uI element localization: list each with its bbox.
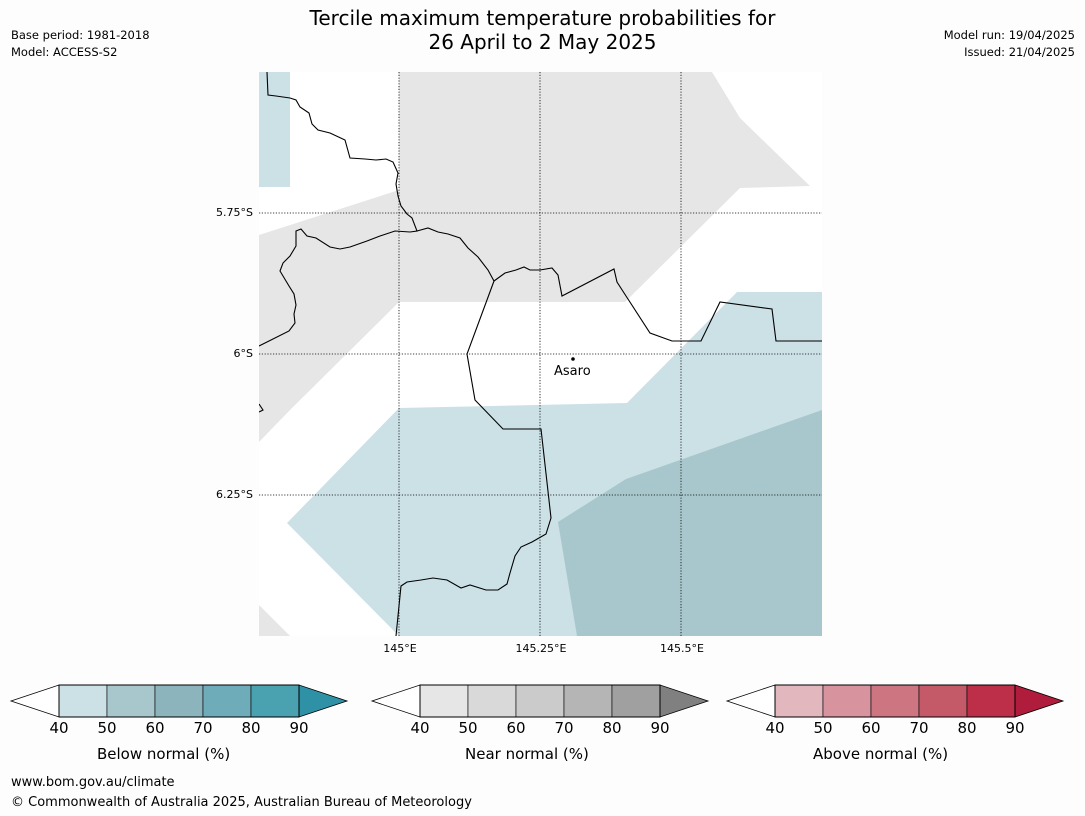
colorbar-tick-label: 70 xyxy=(193,719,213,737)
colorbar-tick-label: 80 xyxy=(241,719,261,737)
colorbar-tick-label: 90 xyxy=(289,719,309,737)
colorbar-segment xyxy=(467,684,517,718)
colorbar-outline xyxy=(58,684,300,718)
colorbar-tick-label: 40 xyxy=(765,719,785,737)
colorbar-segment xyxy=(774,684,824,718)
colorbar-near-normal xyxy=(370,684,710,718)
map-title: Tercile maximum temperature probabilitie… xyxy=(0,6,1085,54)
coastline-borders xyxy=(259,72,822,636)
colorbar-segment xyxy=(822,684,872,718)
colorbar-outline xyxy=(419,684,661,718)
colorbar-segment xyxy=(58,684,108,718)
lat-label-6-25: 6.25°S xyxy=(216,488,253,501)
colorbar-low-extend xyxy=(9,684,60,718)
asaro-location-marker xyxy=(571,357,575,361)
near-normal-region xyxy=(259,72,810,636)
colorbar-tick-label: 70 xyxy=(554,719,574,737)
colorbar-below-normal xyxy=(9,684,349,718)
model-name: Model: ACCESS-S2 xyxy=(11,45,118,59)
colorbar-tick-label: 50 xyxy=(813,719,833,737)
colorbar-tick-label: 40 xyxy=(410,719,430,737)
lon-label-145: 145°E xyxy=(383,642,417,655)
colorbar-above-normal xyxy=(725,684,1065,718)
base-period: Base period: 1981-2018 xyxy=(11,28,150,42)
model-run: Model run: 19/04/2025 xyxy=(943,28,1075,42)
place-label-asaro: Asaro xyxy=(554,364,591,379)
colorbar-tick-label: 90 xyxy=(1005,719,1025,737)
colorbar-segment xyxy=(106,684,156,718)
colorbar-segment xyxy=(918,684,968,718)
title-line-1: Tercile maximum temperature probabilitie… xyxy=(309,6,776,30)
colorbar-label-below: Below normal (%) xyxy=(97,745,231,763)
colorbar-segment xyxy=(419,684,469,718)
colorbar-segment xyxy=(202,684,252,718)
colorbar-high-extend xyxy=(298,684,349,718)
lat-label-6: 6°S xyxy=(233,347,253,360)
colorbar-tick-label: 70 xyxy=(909,719,929,737)
colorbar-low-extend xyxy=(725,684,776,718)
colorbar-high-extend xyxy=(659,684,710,718)
colorbar-low-extend xyxy=(370,684,421,718)
lat-label-5-75: 5.75°S xyxy=(216,206,253,219)
colorbar-tick-label: 40 xyxy=(49,719,69,737)
colorbar-high-extend xyxy=(1014,684,1065,718)
issued-date: Issued: 21/04/2025 xyxy=(964,45,1075,59)
colorbar-tick-label: 50 xyxy=(97,719,117,737)
colorbar-segment xyxy=(563,684,613,718)
footer-copyright: © Commonwealth of Australia 2025, Austra… xyxy=(11,795,472,810)
meta-left: Base period: 1981-2018 Model: ACCESS-S2 xyxy=(11,27,150,61)
colorbar-tick-label: 80 xyxy=(957,719,977,737)
colorbar-segment xyxy=(515,684,565,718)
footer-url[interactable]: www.bom.gov.au/climate xyxy=(11,775,175,790)
colorbar-tick-label: 60 xyxy=(145,719,165,737)
lon-label-145-5: 145.5°E xyxy=(660,642,704,655)
colorbar-tick-label: 60 xyxy=(506,719,526,737)
colorbar-tick-label: 80 xyxy=(602,719,622,737)
colorbar-segment xyxy=(966,684,1016,718)
colorbar-outline xyxy=(774,684,1016,718)
colorbar-tick-label: 60 xyxy=(861,719,881,737)
colorbar-segment xyxy=(154,684,204,718)
meta-right: Model run: 19/04/2025 Issued: 21/04/2025 xyxy=(944,27,1075,61)
colorbar-tick-label: 50 xyxy=(458,719,478,737)
colorbar-segment xyxy=(870,684,920,718)
colorbar-label-near: Near normal (%) xyxy=(465,745,589,763)
title-line-2: 26 April to 2 May 2025 xyxy=(428,30,657,54)
colorbar-segment xyxy=(250,684,300,718)
colorbar-segment xyxy=(611,684,661,718)
colorbar-tick-label: 90 xyxy=(650,719,670,737)
colorbar-label-above: Above normal (%) xyxy=(813,745,949,763)
below-normal-50-region xyxy=(558,410,822,636)
lon-label-145-25: 145.25°E xyxy=(515,642,567,655)
